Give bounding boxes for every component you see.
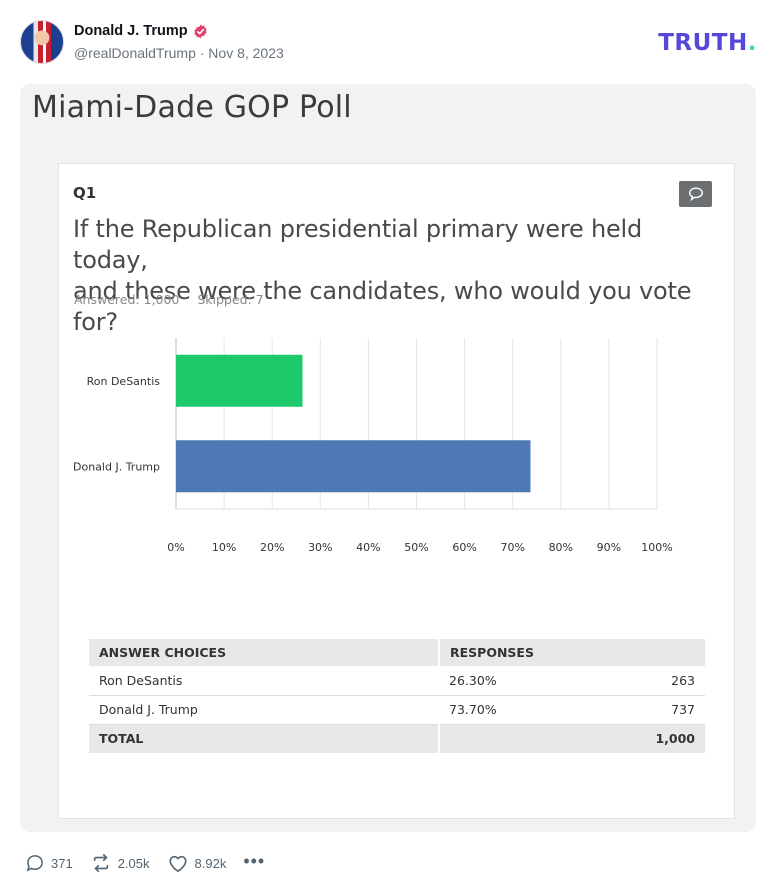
category-label: Ron DeSantis [87, 375, 161, 388]
x-tick-label: 100% [641, 541, 672, 554]
row-choice: Donald J. Trump [89, 695, 439, 725]
heart-icon [168, 855, 187, 872]
row-count: 263 [615, 666, 705, 696]
retruth-count: 2.05k [117, 855, 150, 871]
author-block: Donald J. Trump @realDonaldTrump · Nov 8… [74, 23, 284, 61]
retruth-button[interactable]: 2.05k [90, 853, 150, 873]
row-choice: Ron DeSantis [89, 666, 439, 696]
row-count: 737 [615, 695, 705, 725]
author-name[interactable]: Donald J. Trump [74, 23, 188, 39]
answered-skipped: Answered: 1,000 Skipped: 7 [74, 292, 264, 307]
truth-logo[interactable]: TRUTH. [658, 30, 757, 56]
row-percent: 26.30% [439, 666, 615, 696]
survey-card: Q1 If the Republican presidential primar… [58, 163, 735, 819]
brand-text: TRUTH [658, 30, 748, 56]
x-tick-label: 80% [549, 541, 573, 554]
table-row: Donald J. Trump 73.70% 737 [89, 695, 705, 725]
speech-bubble-icon [688, 187, 703, 201]
x-tick-label: 90% [597, 541, 621, 554]
more-options-icon[interactable]: ••• [243, 850, 266, 871]
total-label: TOTAL [89, 724, 439, 753]
total-value: 1,000 [615, 724, 705, 753]
total-spacer [438, 724, 615, 753]
brand-dot: . [747, 30, 757, 56]
comment-button[interactable] [679, 181, 712, 207]
x-tick-label: 60% [452, 541, 476, 554]
poll-title: Miami-Dade GOP Poll [32, 90, 352, 125]
verified-badge-icon [193, 24, 208, 39]
handle-and-date[interactable]: @realDonaldTrump · Nov 8, 2023 [74, 45, 284, 61]
x-tick-label: 30% [308, 541, 332, 554]
reply-icon [26, 855, 43, 872]
like-button[interactable]: 8.92k [167, 853, 227, 873]
like-count: 8.92k [194, 855, 227, 871]
category-label: Donald J. Trump [73, 460, 160, 473]
reply-count: 371 [51, 855, 73, 871]
x-tick-label: 0% [167, 541, 184, 554]
table-header-row: ANSWER CHOICES RESPONSES [89, 639, 705, 666]
question-line-2: and these were the candidates, who would… [73, 277, 692, 336]
x-tick-label: 40% [356, 541, 380, 554]
avatar[interactable] [20, 20, 64, 64]
x-tick-label: 20% [260, 541, 284, 554]
post-actions: 371 2.05k 8.92k ••• [25, 850, 266, 873]
question-line-1: If the Republican presidential primary w… [73, 215, 643, 274]
table-total-row: TOTAL 1,000 [89, 724, 705, 753]
author-name-row: Donald J. Trump [74, 23, 284, 39]
bar [176, 440, 531, 493]
bar-chart: 0% 10% 20% 30% 40% 50% 60% 70% 80% 90% 100% Ron DeS… [73, 338, 673, 554]
skipped-count: Skipped: 7 [197, 292, 264, 307]
post-header: Donald J. Trump @realDonaldTrump · Nov 8… [20, 20, 757, 66]
retruth-icon [93, 854, 108, 872]
question-text: If the Republican presidential primary w… [73, 214, 723, 338]
x-tick-label: 70% [500, 541, 524, 554]
x-tick-label: 10% [212, 541, 236, 554]
x-tick-label: 50% [404, 541, 428, 554]
answered-count: Answered: 1,000 [74, 292, 180, 307]
header-answer-choices: ANSWER CHOICES [89, 639, 439, 666]
bar [176, 354, 303, 407]
header-responses: RESPONSES [438, 639, 615, 666]
table-row: Ron DeSantis 26.30% 263 [89, 666, 705, 696]
answers-table: ANSWER CHOICES RESPONSES Ron DeSantis 26… [89, 639, 705, 753]
post-media-image[interactable]: Miami-Dade GOP Poll Q1 If the Republican… [20, 84, 756, 832]
header-spacer [615, 639, 705, 666]
question-number: Q1 [73, 184, 97, 202]
row-percent: 73.70% [439, 695, 615, 725]
reply-button[interactable]: 371 [25, 853, 73, 873]
